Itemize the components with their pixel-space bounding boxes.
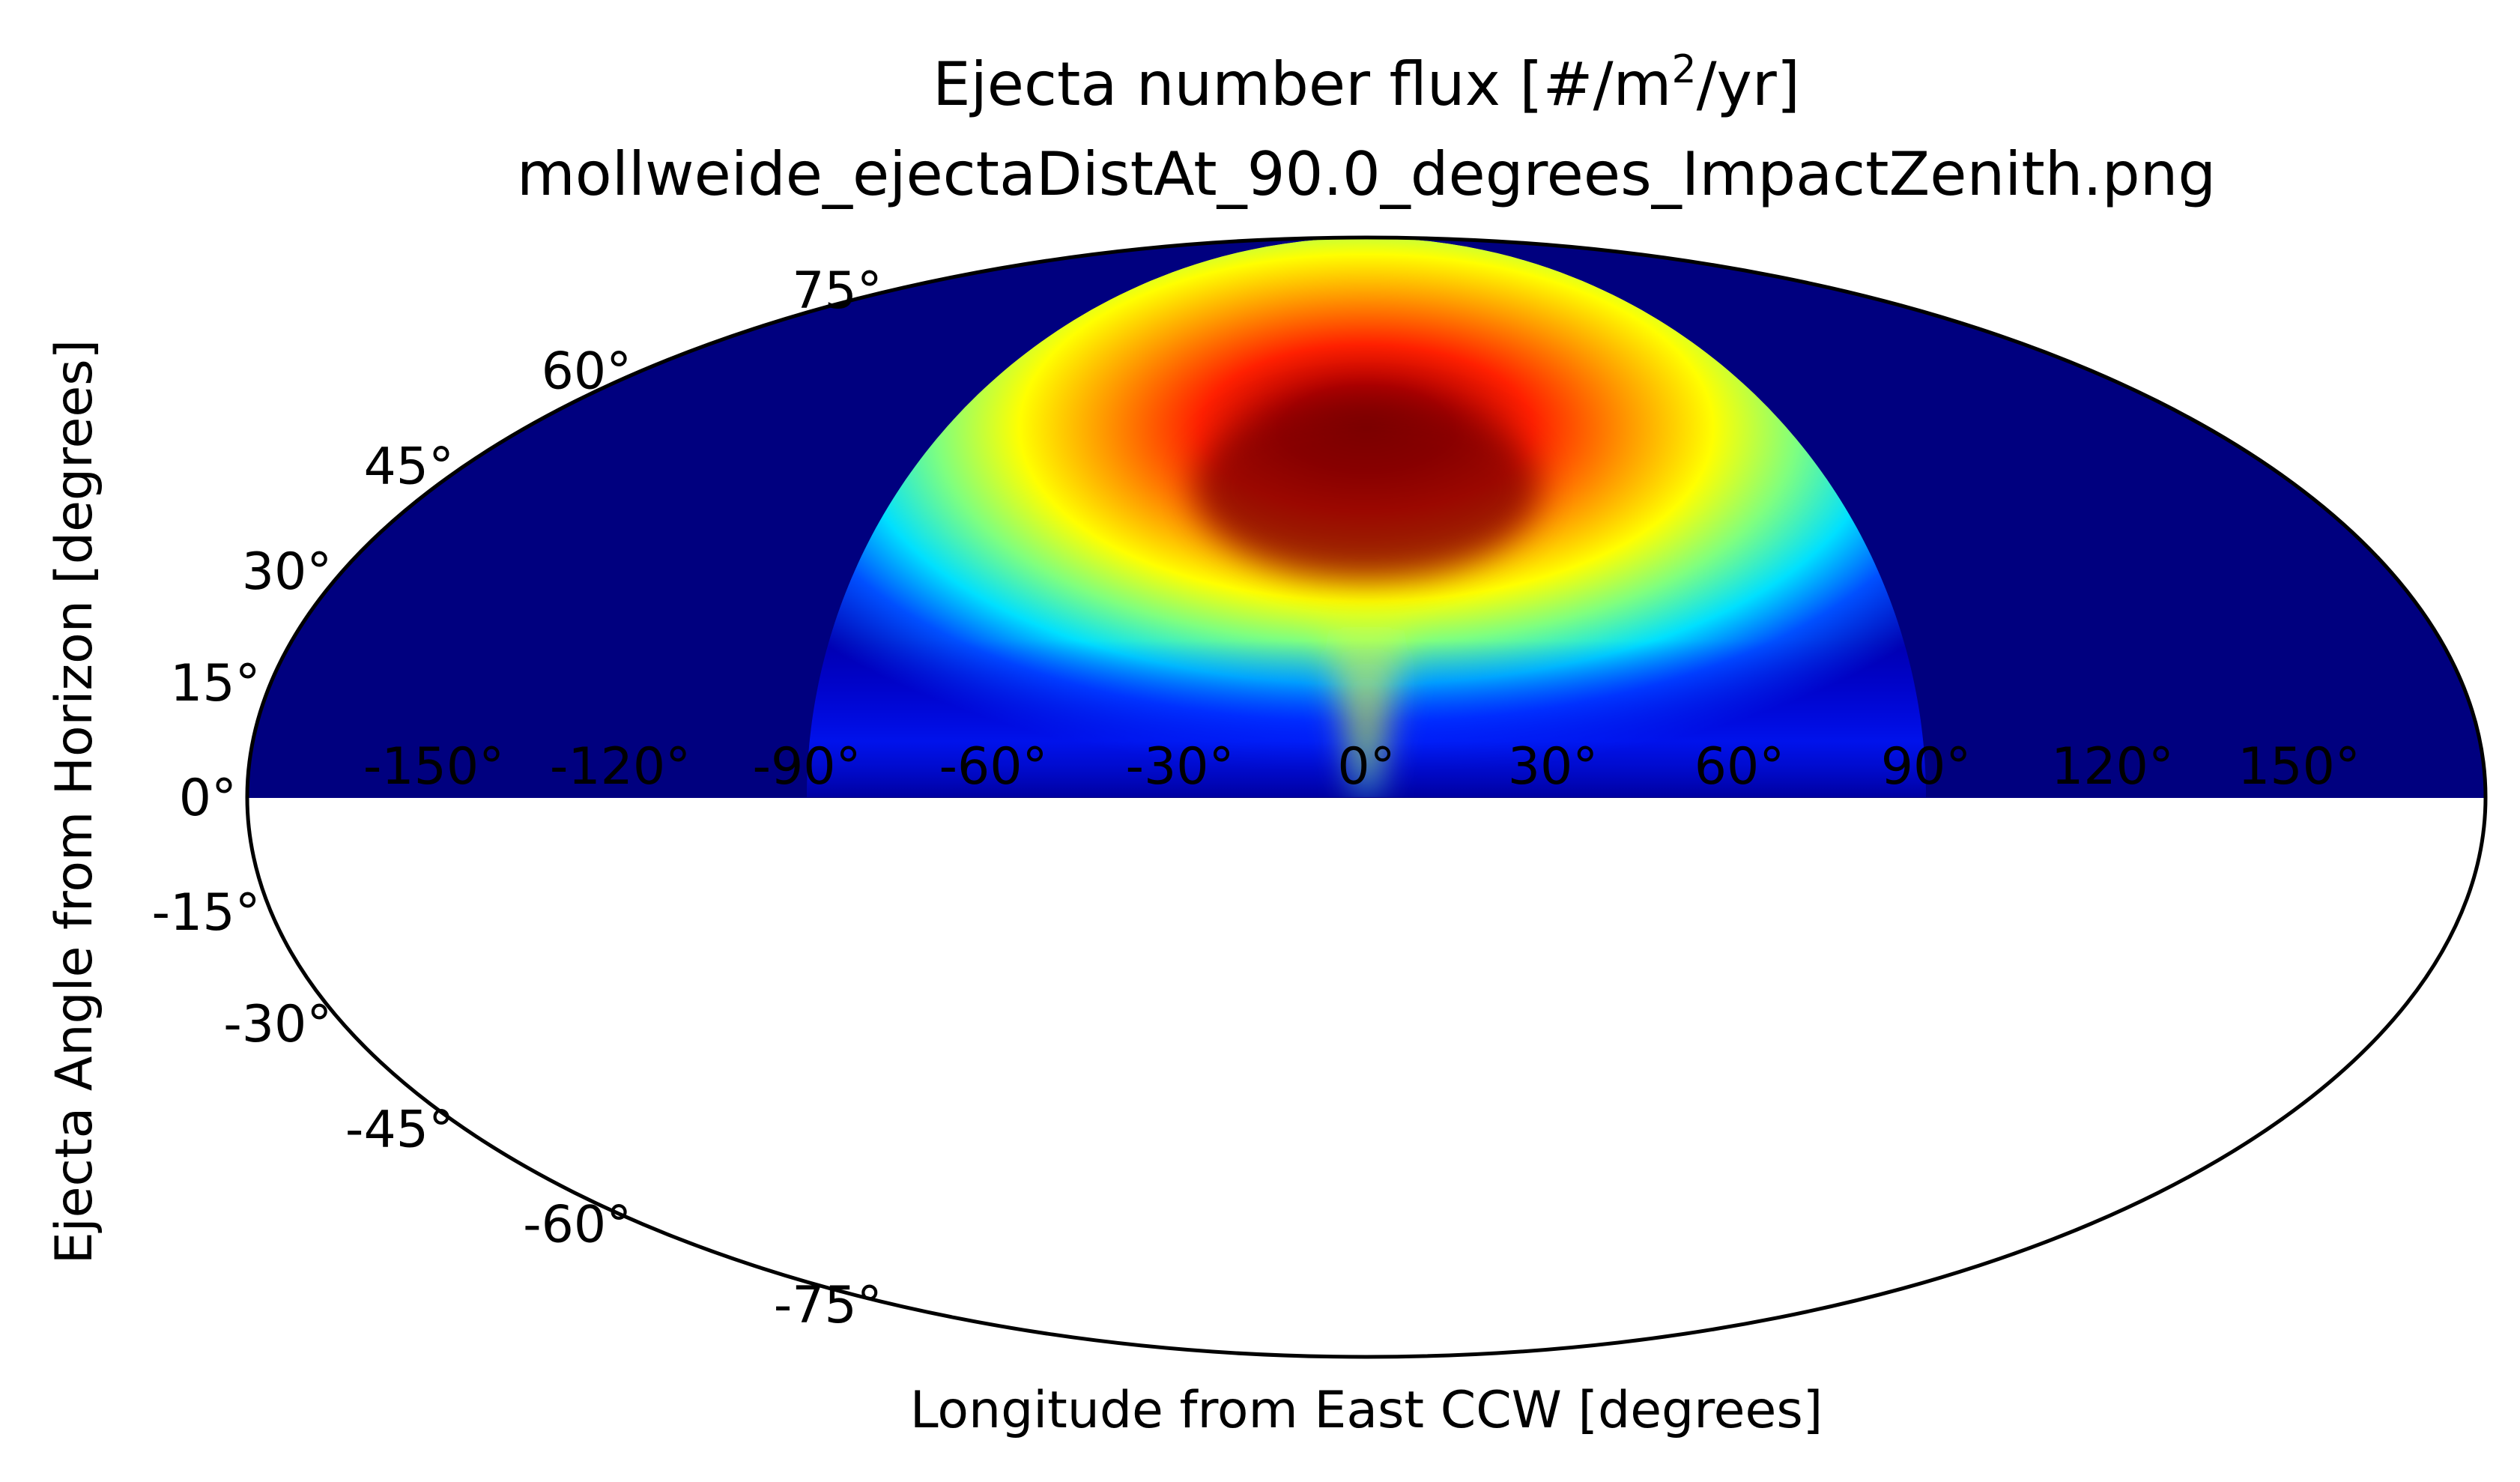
y-tick-label: 45°: [363, 438, 454, 497]
x-tick-label: 0°: [1337, 737, 1395, 796]
y-tick-label: 0°: [179, 769, 237, 828]
chart-title: Ejecta number flux [#/m2/yr]: [933, 47, 1800, 119]
chart-subtitle: mollweide_ejectaDistAt_90.0_degrees_Impa…: [517, 139, 2216, 209]
x-tick-label: 60°: [1694, 737, 1785, 796]
x-tick-label: 120°: [2051, 737, 2174, 796]
flux-stem: [1314, 585, 1419, 797]
y-tick-label: -45°: [345, 1100, 454, 1159]
x-tick-label: -150°: [363, 737, 504, 796]
y-tick-label: 30°: [242, 542, 333, 602]
x-tick-label: -90°: [752, 737, 861, 796]
heatmap-area: [247, 238, 2486, 798]
x-tick-label: 90°: [1881, 737, 1972, 796]
y-axis-label: Ejecta Angle from Horizon [degrees]: [45, 339, 104, 1264]
y-tick-label: -60°: [523, 1196, 631, 1255]
y-tick-label: -30°: [223, 995, 332, 1054]
y-tick-label: 60°: [542, 342, 632, 402]
x-tick-label: -60°: [939, 737, 1047, 796]
y-tick-labels: 75° 60° 45° 30° 15° 0° -15° -30°-45° -60° -75°: [152, 261, 882, 1335]
x-tick-label: 150°: [2238, 737, 2360, 796]
y-tick-label: 15°: [170, 654, 261, 713]
x-axis-label: Longitude from East CCW [degrees]: [910, 1381, 1823, 1440]
y-tick-label: 75°: [792, 261, 882, 321]
x-tick-label: -120°: [550, 737, 691, 796]
y-tick-label: -15°: [152, 883, 261, 943]
x-tick-labels: -150° -120° -90° -60° -30° 0° 30° 60° 90° 120° 150…: [363, 737, 2360, 796]
map-boundary: [245, 235, 2488, 1359]
x-tick-label: 30°: [1508, 737, 1599, 796]
x-tick-label: -30°: [1125, 737, 1234, 796]
y-tick-label: -75°: [774, 1276, 882, 1335]
